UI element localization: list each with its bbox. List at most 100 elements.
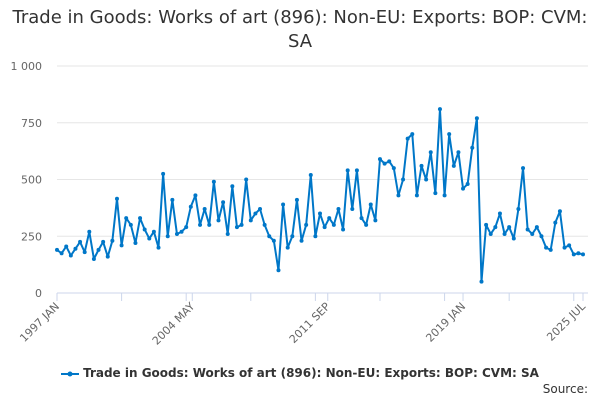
data-point	[465, 182, 470, 187]
data-point	[548, 247, 553, 252]
data-point	[202, 207, 207, 212]
data-point	[318, 211, 322, 216]
y-tick-label: 750	[21, 117, 42, 130]
data-point	[405, 136, 410, 141]
legend[interactable]: Trade in Goods: Works of art (896): Non-…	[0, 366, 600, 380]
data-point	[461, 186, 466, 191]
data-point	[447, 132, 452, 137]
data-point	[571, 252, 576, 257]
data-point	[285, 245, 290, 250]
data-point	[78, 239, 83, 244]
data-point	[525, 227, 530, 232]
data-point	[327, 216, 332, 221]
data-point	[474, 116, 479, 121]
data-point	[396, 193, 401, 198]
data-point	[544, 245, 549, 250]
data-point	[479, 279, 484, 284]
data-point	[271, 238, 276, 243]
data-point	[437, 107, 442, 112]
data-point	[161, 171, 166, 176]
data-point	[119, 243, 124, 248]
data-point	[290, 234, 295, 239]
data-point	[516, 207, 521, 212]
data-point	[276, 268, 281, 273]
data-point	[562, 245, 567, 250]
data-point	[198, 222, 203, 227]
data-point	[299, 238, 304, 243]
data-point	[234, 225, 239, 230]
data-point	[497, 211, 502, 216]
data-point	[354, 168, 359, 173]
data-point	[82, 250, 87, 255]
data-point	[428, 150, 433, 155]
data-point	[258, 207, 263, 212]
data-point	[391, 166, 396, 171]
chart-title: Trade in Goods: Works of art (896): Non-…	[12, 7, 588, 52]
data-point	[493, 225, 498, 230]
data-point	[322, 225, 327, 230]
data-point	[359, 216, 364, 221]
data-point	[488, 231, 493, 236]
data-point	[304, 222, 309, 227]
data-point	[419, 163, 424, 168]
data-point	[553, 220, 558, 225]
data-point	[567, 243, 572, 248]
data-point	[470, 145, 475, 150]
data-point	[87, 229, 92, 234]
y-tick-label: 0	[35, 287, 42, 300]
y-tick-label: 250	[21, 230, 42, 243]
data-point	[511, 236, 516, 241]
data-point	[216, 218, 221, 223]
data-point	[156, 245, 161, 250]
data-point	[350, 207, 355, 212]
x-tick-label: 2019 JAN	[423, 300, 468, 345]
data-point	[387, 159, 392, 164]
data-point	[170, 197, 175, 202]
data-point	[151, 229, 156, 234]
legend-swatch-icon	[61, 371, 80, 376]
data-point	[576, 251, 581, 256]
data-point	[451, 163, 456, 168]
data-point	[207, 222, 212, 227]
data-point	[239, 222, 244, 227]
data-point	[341, 227, 346, 232]
data-point	[534, 225, 539, 230]
data-point	[193, 193, 198, 198]
data-point	[401, 177, 406, 182]
y-tick-label: 500	[21, 174, 42, 187]
data-point	[73, 246, 78, 251]
data-point	[174, 231, 179, 236]
y-tick-label: 1 000	[11, 60, 43, 73]
series-line	[56, 108, 584, 283]
data-point	[336, 207, 341, 212]
data-point	[530, 231, 535, 236]
data-point	[230, 184, 235, 189]
data-point	[244, 177, 249, 182]
data-point	[124, 216, 129, 221]
data-point	[59, 251, 64, 256]
data-point	[502, 231, 507, 236]
data-point	[96, 247, 101, 252]
data-point	[221, 200, 226, 205]
data-point	[521, 166, 526, 171]
data-point	[581, 252, 585, 257]
source-label: Source:	[542, 382, 588, 396]
data-point	[373, 218, 378, 223]
data-point	[281, 202, 286, 207]
data-point	[456, 150, 461, 155]
data-point	[138, 216, 143, 221]
data-point	[345, 168, 350, 173]
data-point	[410, 132, 415, 137]
data-point	[165, 234, 170, 239]
data-point	[382, 161, 387, 166]
data-point	[557, 209, 562, 214]
data-point	[179, 229, 184, 234]
data-point	[225, 231, 230, 236]
x-tick-label: 2004 MAY	[150, 300, 198, 348]
data-point	[267, 234, 272, 239]
data-point	[424, 177, 429, 182]
data-point	[105, 254, 110, 259]
data-point	[253, 211, 258, 216]
